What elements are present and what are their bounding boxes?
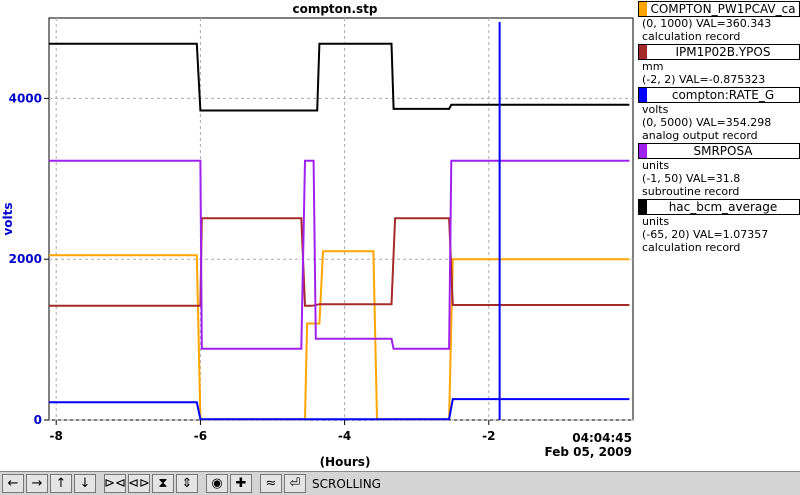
x-axis-label: (Hours)	[320, 455, 371, 469]
zoom-in-y-button[interactable]: ⧗	[152, 474, 174, 493]
y-tick-label: 4000	[9, 91, 42, 105]
legend-swatch	[639, 200, 647, 214]
legend-entry-compton-pw1pcav[interactable]: COMPTON_PW1PCAV_ca (0, 1000) VAL=360.343…	[638, 1, 800, 43]
y-axis-label: volts	[1, 202, 15, 235]
chart-title: compton.stp	[292, 2, 377, 16]
legend-value: VAL=-0.875323	[679, 73, 766, 86]
legend-swatch	[639, 2, 647, 16]
chart: -8 -6 -4 -2 0 2000 4000 compton.stp volts (Hou…	[1, 2, 634, 469]
y-tick-label: 0	[34, 413, 42, 427]
x-tick-label: -4	[338, 429, 351, 443]
legend-name: COMPTON_PW1PCAV_ca	[650, 2, 796, 16]
series-layer	[49, 22, 630, 421]
legend-name: compton:RATE_G	[671, 88, 775, 102]
legend-range: (0, 5000)	[642, 116, 693, 129]
y-tick-label: 2000	[9, 252, 42, 266]
legend-name: IPM1P02B.YPOS	[675, 45, 771, 59]
scroll-up-button[interactable]: ↑	[50, 474, 72, 493]
x-tick-label: -6	[194, 429, 207, 443]
scroll-down-button[interactable]: ↓	[74, 474, 96, 493]
series-line-3	[49, 159, 630, 350]
legend-record: analog output record	[642, 129, 758, 142]
legend: COMPTON_PW1PCAV_ca (0, 1000) VAL=360.343…	[638, 0, 800, 254]
legend-entry-hac-bcm-average[interactable]: hac_bcm_average units (-65, 20) VAL=1.07…	[638, 199, 800, 254]
legend-entry-ipm1p02b[interactable]: IPM1P02B.YPOS mm (-2, 2) VAL=-0.875323	[638, 44, 800, 86]
zoom-out-y-button[interactable]: ⇕	[176, 474, 198, 493]
legend-record: subroutine record	[642, 185, 740, 198]
end-date-label: Feb 05, 2009	[545, 445, 632, 459]
record-button[interactable]: ◉	[206, 474, 228, 493]
series-line-0	[49, 250, 630, 421]
legend-swatch	[639, 45, 647, 59]
toolbar: ← → ↑ ↓ ⊳⊲ ⊲⊳ ⧗ ⇕ ◉ ✚ ≈ ⏎ SCROLLING	[0, 471, 800, 495]
legend-name: hac_bcm_average	[668, 200, 778, 214]
status-text: SCROLLING	[312, 476, 381, 491]
autoscale-button[interactable]: ≈	[260, 474, 282, 493]
legend-value: VAL=354.298	[696, 116, 772, 129]
zoom-in-x-button[interactable]: ⊳⊲	[104, 474, 126, 493]
zoom-out-x-button[interactable]: ⊲⊳	[128, 474, 150, 493]
legend-record: calculation record	[642, 241, 741, 254]
legend-swatch	[639, 88, 647, 102]
x-tick-label: -8	[50, 429, 63, 443]
plot-area	[48, 17, 634, 421]
ticks: -8 -6 -4 -2 0 2000 4000	[9, 91, 496, 443]
legend-name: SMRPOSA	[693, 144, 753, 158]
legend-swatch	[639, 144, 647, 158]
legend-range: (-65, 20)	[642, 228, 690, 241]
scroll-left-button[interactable]: ←	[2, 474, 24, 493]
scroll-right-button[interactable]: →	[26, 474, 48, 493]
legend-entry-smrposa[interactable]: SMRPOSA units (-1, 50) VAL=31.8 subrouti…	[638, 143, 800, 198]
legend-entry-compton-rate-g[interactable]: compton:RATE_G volts (0, 5000) VAL=354.2…	[638, 87, 800, 142]
legend-range: (-2, 2)	[642, 73, 676, 86]
x-tick-label: -2	[482, 429, 495, 443]
legend-range: (-1, 50)	[642, 172, 683, 185]
legend-units: units	[642, 159, 670, 172]
legend-units: units	[642, 215, 670, 228]
legend-value: VAL=360.343	[696, 17, 772, 30]
legend-units: mm	[642, 60, 664, 73]
end-time-label: 04:04:45	[572, 431, 632, 445]
series-line-2	[49, 398, 630, 421]
legend-units: volts	[642, 103, 669, 116]
legend-range: (0, 1000)	[642, 17, 693, 30]
add-button[interactable]: ✚	[230, 474, 252, 493]
legend-value: VAL=31.8	[686, 172, 741, 185]
legend-record: calculation record	[642, 30, 741, 43]
return-button[interactable]: ⏎	[284, 474, 306, 493]
series-line-4	[49, 42, 630, 112]
legend-value: VAL=1.07357	[693, 228, 769, 241]
